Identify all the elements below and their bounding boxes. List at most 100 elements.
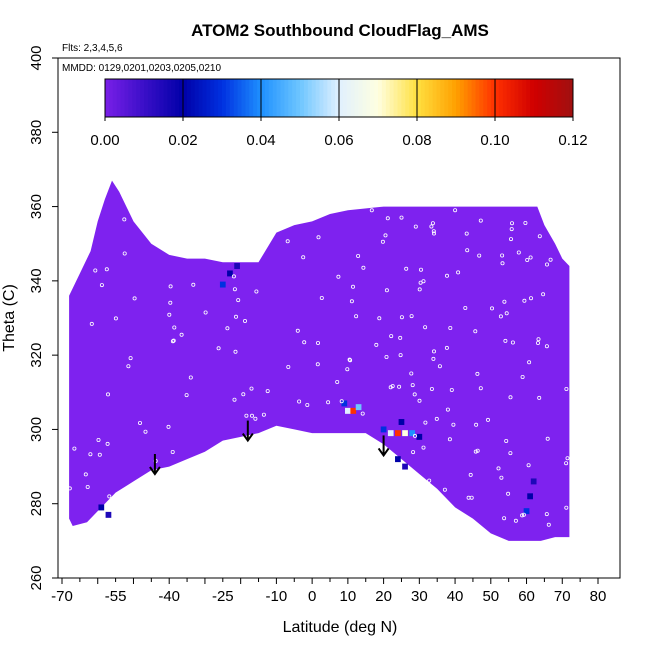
sample-point <box>137 420 142 425</box>
sample-point <box>319 295 324 300</box>
sample-point <box>398 335 403 340</box>
sample-point <box>508 451 513 456</box>
colorbar-segment <box>545 79 551 117</box>
sample-point <box>179 332 184 337</box>
sample-point <box>520 513 525 518</box>
sample-point <box>503 338 508 343</box>
colorbar-segment <box>534 79 539 117</box>
sample-point <box>188 375 193 380</box>
sample-point <box>374 342 379 347</box>
sample-point <box>128 356 133 361</box>
sample-point <box>203 310 208 315</box>
sample-point <box>429 386 434 391</box>
colorbar-segment <box>175 79 180 117</box>
colorbar-segment <box>186 79 192 117</box>
heat-cell <box>402 430 408 437</box>
sample-point <box>191 282 196 287</box>
sample-point <box>500 261 505 266</box>
sample-point <box>523 220 528 225</box>
sample-point <box>448 325 453 330</box>
heat-cell <box>219 281 226 288</box>
colorbar-segment <box>307 79 313 117</box>
sample-point <box>545 262 550 267</box>
sample-point <box>502 299 507 304</box>
colorbar-segment <box>179 79 184 117</box>
sample-point <box>404 266 409 271</box>
colorbar-segment <box>569 79 574 117</box>
colorbar-segment <box>381 79 387 117</box>
sample-point <box>315 362 320 367</box>
sample-point <box>526 463 531 468</box>
sample-point <box>445 407 450 412</box>
sample-point <box>536 337 541 342</box>
sample-point <box>361 265 366 270</box>
colorbar-segment <box>452 79 457 117</box>
colorbar-segment <box>401 79 406 117</box>
sample-point <box>397 384 402 389</box>
colorbar-segment <box>444 79 449 117</box>
sample-point <box>548 257 553 262</box>
colorbar-segment <box>413 79 418 117</box>
sample-point <box>233 349 238 354</box>
sample-point <box>410 383 415 388</box>
sample-point <box>348 358 353 363</box>
sample-point <box>423 420 428 425</box>
y-tick-label: 280 <box>28 491 45 516</box>
colorbar-segment <box>424 79 430 117</box>
heat-cell <box>345 407 351 414</box>
colorbar-segment <box>483 79 488 117</box>
sample-point <box>468 472 473 477</box>
x-tick-label: -55 <box>105 588 127 605</box>
colorbar-segment <box>296 79 301 117</box>
sample-point <box>380 239 385 244</box>
colorbar-segment <box>241 79 246 117</box>
sample-point <box>241 392 246 397</box>
sample-point <box>97 452 102 457</box>
colorbar-segment <box>288 79 293 117</box>
colorbar-segment <box>526 79 531 117</box>
sample-point <box>478 386 483 391</box>
colorbar-segment <box>432 79 437 117</box>
sample-point <box>285 239 290 244</box>
sample-point <box>504 311 509 316</box>
sample-point <box>88 452 93 457</box>
sample-point <box>122 251 127 256</box>
colorbar: 0.00 0.02 0.04 0.06 0.08 0.10 0.12 <box>90 78 588 149</box>
sample-point <box>521 512 526 517</box>
sample-point <box>244 413 249 418</box>
colorbar-segment <box>300 79 305 117</box>
colorbar-segment <box>311 79 317 117</box>
colorbar-segment <box>393 79 398 117</box>
sample-point <box>504 438 509 443</box>
sample-point <box>544 344 549 349</box>
sample-point <box>105 441 110 446</box>
colorbar-segment <box>565 79 570 117</box>
sample-point <box>170 339 175 344</box>
colorbar-segment <box>561 79 566 117</box>
sample-point <box>409 371 414 376</box>
sample-point <box>565 456 570 461</box>
sample-point <box>510 340 515 345</box>
sample-point <box>316 235 321 240</box>
colorbar-segment <box>409 79 414 117</box>
sample-point <box>231 274 236 279</box>
sample-point <box>412 392 417 397</box>
sample-point <box>456 270 461 275</box>
colorbar-segment <box>463 79 469 117</box>
colorbar-segment <box>233 79 239 117</box>
colorbar-segment <box>183 79 188 117</box>
colorbar-segment <box>541 79 547 117</box>
sample-point <box>430 221 435 226</box>
sample-point <box>431 229 436 234</box>
colorbar-segment <box>389 79 395 117</box>
sample-point <box>409 314 414 319</box>
sample-point <box>529 296 534 301</box>
sample-point <box>242 318 247 323</box>
colorbar-tick-label: 0.04 <box>246 132 275 149</box>
colorbar-segment <box>346 79 352 117</box>
sample-point <box>389 334 394 339</box>
sample-point <box>412 433 417 438</box>
colorbar-segment <box>245 79 250 117</box>
colorbar-segment <box>315 79 320 117</box>
